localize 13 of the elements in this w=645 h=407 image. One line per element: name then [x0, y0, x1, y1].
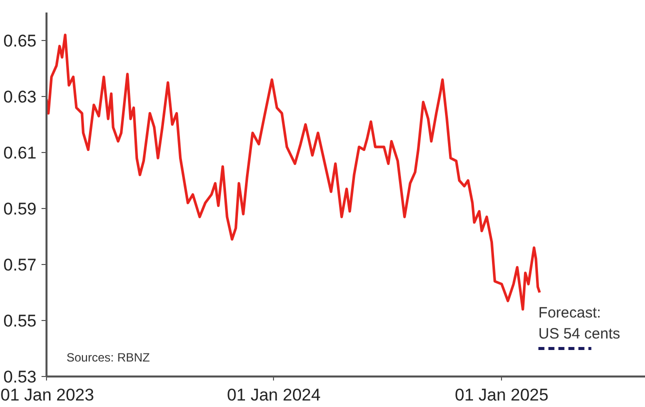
y-tick-label: 0.65 [3, 32, 37, 50]
y-tick-label: 0.53 [3, 368, 37, 386]
y-tick-label: 0.57 [3, 256, 37, 274]
series-label: Forecast: US 54 cents [538, 304, 620, 342]
x-tick-label: 01 Jan 2023 [0, 386, 94, 404]
annotation: Sources: RBNZ [66, 350, 150, 364]
y-tick-label: 0.61 [3, 144, 37, 162]
y-tick-label: 0.59 [3, 200, 37, 218]
x-tick-label: 01 Jan 2025 [454, 386, 548, 404]
y-tick-label: 0.55 [3, 312, 37, 330]
x-tick-label: 01 Jan 2024 [226, 386, 321, 404]
line-series [46, 34, 541, 311]
y-tick-label: 0.63 [3, 88, 37, 106]
